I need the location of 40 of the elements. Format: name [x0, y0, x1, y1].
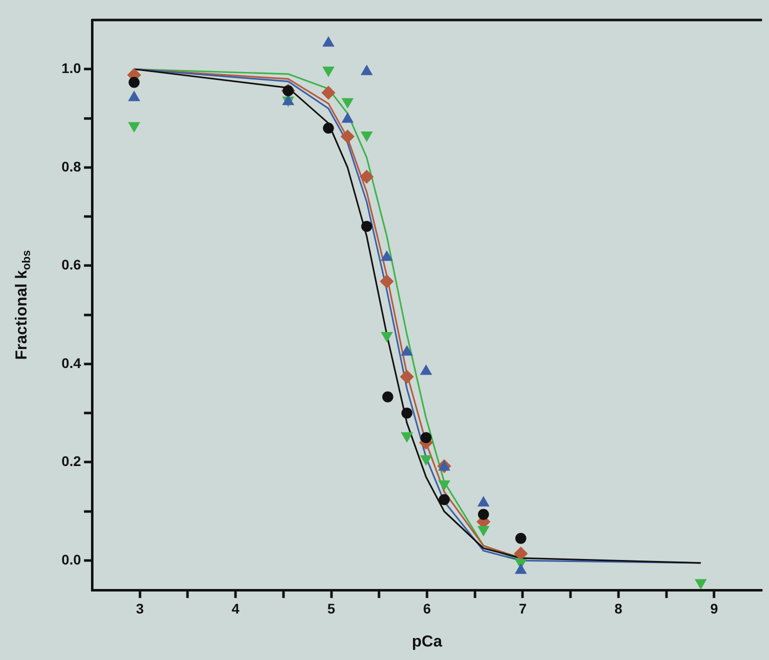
point: [438, 480, 450, 491]
point: [361, 220, 372, 232]
point: [321, 86, 336, 100]
x-tick-label: 7: [518, 600, 527, 616]
y-tick-label: 0.2: [62, 453, 82, 470]
x-tick-label: 9: [710, 600, 718, 616]
y-tick-label: 0.0: [62, 551, 82, 568]
x-axis-title: pCa: [412, 633, 442, 650]
x-tick-label: 8: [614, 600, 623, 616]
point: [341, 112, 354, 123]
point: [322, 122, 334, 134]
y-tick-label: 1.0: [62, 60, 82, 76]
point: [380, 332, 393, 342]
point: [322, 36, 334, 47]
point: [514, 546, 528, 561]
y-tick-label: 0.4: [62, 354, 82, 371]
point: [382, 391, 394, 402]
x-tick-label: 3: [136, 600, 144, 616]
y-tick-label: 0.6: [62, 256, 82, 273]
point: [694, 579, 707, 590]
point: [515, 532, 526, 544]
point: [380, 274, 394, 288]
point: [477, 526, 490, 537]
x-tick-label: 4: [232, 600, 240, 616]
point: [400, 432, 413, 443]
point: [360, 64, 373, 76]
point: [340, 129, 355, 144]
point: [360, 170, 374, 184]
point: [400, 370, 414, 384]
point: [438, 494, 450, 506]
x-tick-label: 6: [423, 600, 432, 616]
point: [420, 455, 432, 466]
x-tick-label: 5: [327, 600, 336, 616]
point: [128, 76, 140, 88]
point: [401, 408, 412, 419]
point: [420, 432, 432, 444]
y-tick-label: 0.8: [62, 158, 82, 174]
y-axis-title: Fractional kobs: [13, 250, 33, 360]
point: [478, 508, 489, 520]
point: [128, 90, 140, 102]
